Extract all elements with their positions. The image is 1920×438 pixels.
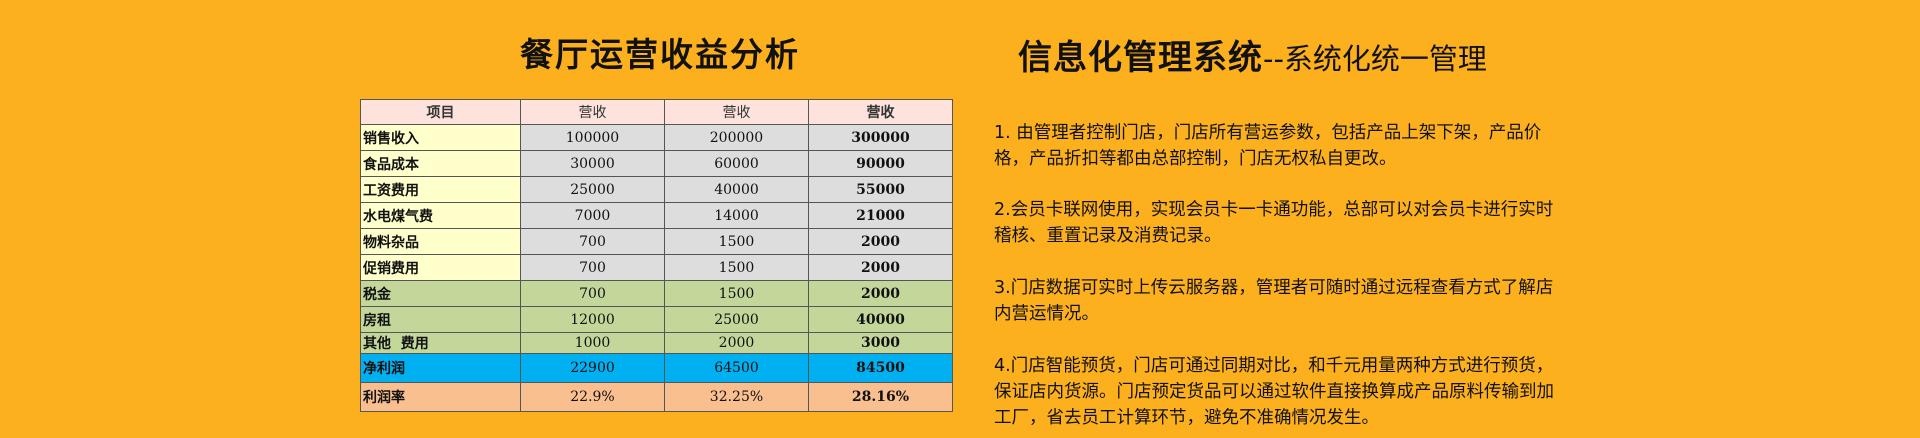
table-cell: 60000 (664, 150, 809, 177)
row-label: 工资费用 (360, 176, 521, 203)
system-title-main: 信息化管理系统 (1018, 38, 1263, 78)
row-label: 食品成本 (360, 150, 521, 177)
total-cell: 55000 (808, 176, 953, 203)
table-row: 食品成本 30000 60000 90000 (360, 150, 953, 177)
table-row: 利润率 22.9% 32.25% 28.16% (360, 382, 953, 412)
table-cell: 12000 (520, 306, 665, 333)
table-row: 其他 费用 1000 2000 3000 (360, 332, 953, 354)
table-cell: 40000 (664, 176, 809, 203)
table-row: 工资费用 25000 40000 55000 (360, 176, 953, 203)
table-cell: 30000 (520, 150, 665, 177)
total-cell: 2000 (808, 254, 953, 281)
row-label: 水电煤气费 (360, 202, 521, 229)
row-label: 房租 (360, 306, 521, 333)
table-row: 促销费用 700 1500 2000 (360, 254, 953, 281)
total-cell: 3000 (808, 332, 953, 354)
row-label: 销售收入 (360, 124, 521, 151)
revenue-table: 项目 营收 营收 营收 销售收入 100000 200000 300000 食品… (360, 99, 953, 412)
column-header-revenue-total: 营收 (808, 99, 953, 125)
table-cell: 25000 (664, 306, 809, 333)
table-cell: 1000 (520, 332, 665, 354)
table-cell: 1500 (664, 280, 809, 307)
row-label: 物料杂品 (360, 228, 521, 255)
table-cell: 700 (520, 280, 665, 307)
table-header-row: 项目 营收 营收 营收 (360, 99, 953, 125)
column-header-revenue-2: 营收 (664, 99, 809, 125)
table-cell: 2000 (664, 332, 809, 354)
table-row: 房租 12000 25000 40000 (360, 306, 953, 333)
total-cell: 28.16% (808, 382, 953, 412)
table-row: 水电煤气费 7000 14000 21000 (360, 202, 953, 229)
feature-paragraph-4: 4.门店智能预货，门店可通过同期对比，和千元用量两种方式进行预货，保证店内货源。… (994, 356, 1554, 428)
table-cell: 200000 (664, 124, 809, 151)
table-title: 餐厅运营收益分析 (520, 35, 800, 74)
table-row: 净利润 22900 64500 84500 (360, 353, 953, 383)
table-cell: 7000 (520, 202, 665, 229)
column-header-item: 项目 (360, 99, 521, 125)
table-cell: 1500 (664, 228, 809, 255)
table-cell: 22900 (520, 353, 665, 383)
row-label: 净利润 (360, 353, 521, 383)
table-cell: 14000 (664, 202, 809, 229)
total-cell: 2000 (808, 228, 953, 255)
row-label: 促销费用 (360, 254, 521, 281)
table-cell: 700 (520, 228, 665, 255)
column-header-revenue-1: 营收 (520, 99, 665, 125)
table-row: 物料杂品 700 1500 2000 (360, 228, 953, 255)
total-cell: 40000 (808, 306, 953, 333)
table-cell: 100000 (520, 124, 665, 151)
total-cell: 2000 (808, 280, 953, 307)
table-cell: 700 (520, 254, 665, 281)
table-cell: 32.25% (664, 382, 809, 412)
table-cell: 64500 (664, 353, 809, 383)
table-cell: 1500 (664, 254, 809, 281)
row-label: 其他 费用 (360, 332, 521, 354)
row-label: 利润率 (360, 382, 521, 412)
system-title-sub: --系统化统一管理 (1263, 42, 1487, 76)
system-title: 信息化管理系统--系统化统一管理 (1018, 30, 1578, 79)
table-cell: 25000 (520, 176, 665, 203)
total-cell: 21000 (808, 202, 953, 229)
feature-paragraph-1: 1. 由管理者控制门店，门店所有营运参数，包括产品上架下架，产品价格，产品折扣等… (994, 123, 1542, 169)
feature-paragraph-2: 2.会员卡联网使用，实现会员卡一卡通功能，总部可以对会员卡进行实时稽核、重置记录… (994, 200, 1554, 246)
total-cell: 90000 (808, 150, 953, 177)
table-row: 销售收入 100000 200000 300000 (360, 124, 953, 151)
table-cell: 22.9% (520, 382, 665, 412)
total-cell: 300000 (808, 124, 953, 151)
row-label: 税金 (360, 280, 521, 307)
total-cell: 84500 (808, 353, 953, 383)
table-row: 税金 700 1500 2000 (360, 280, 953, 307)
feature-paragraph-3: 3.门店数据可实时上传云服务器，管理者可随时通过远程查看方式了解店内营运情况。 (994, 278, 1554, 324)
